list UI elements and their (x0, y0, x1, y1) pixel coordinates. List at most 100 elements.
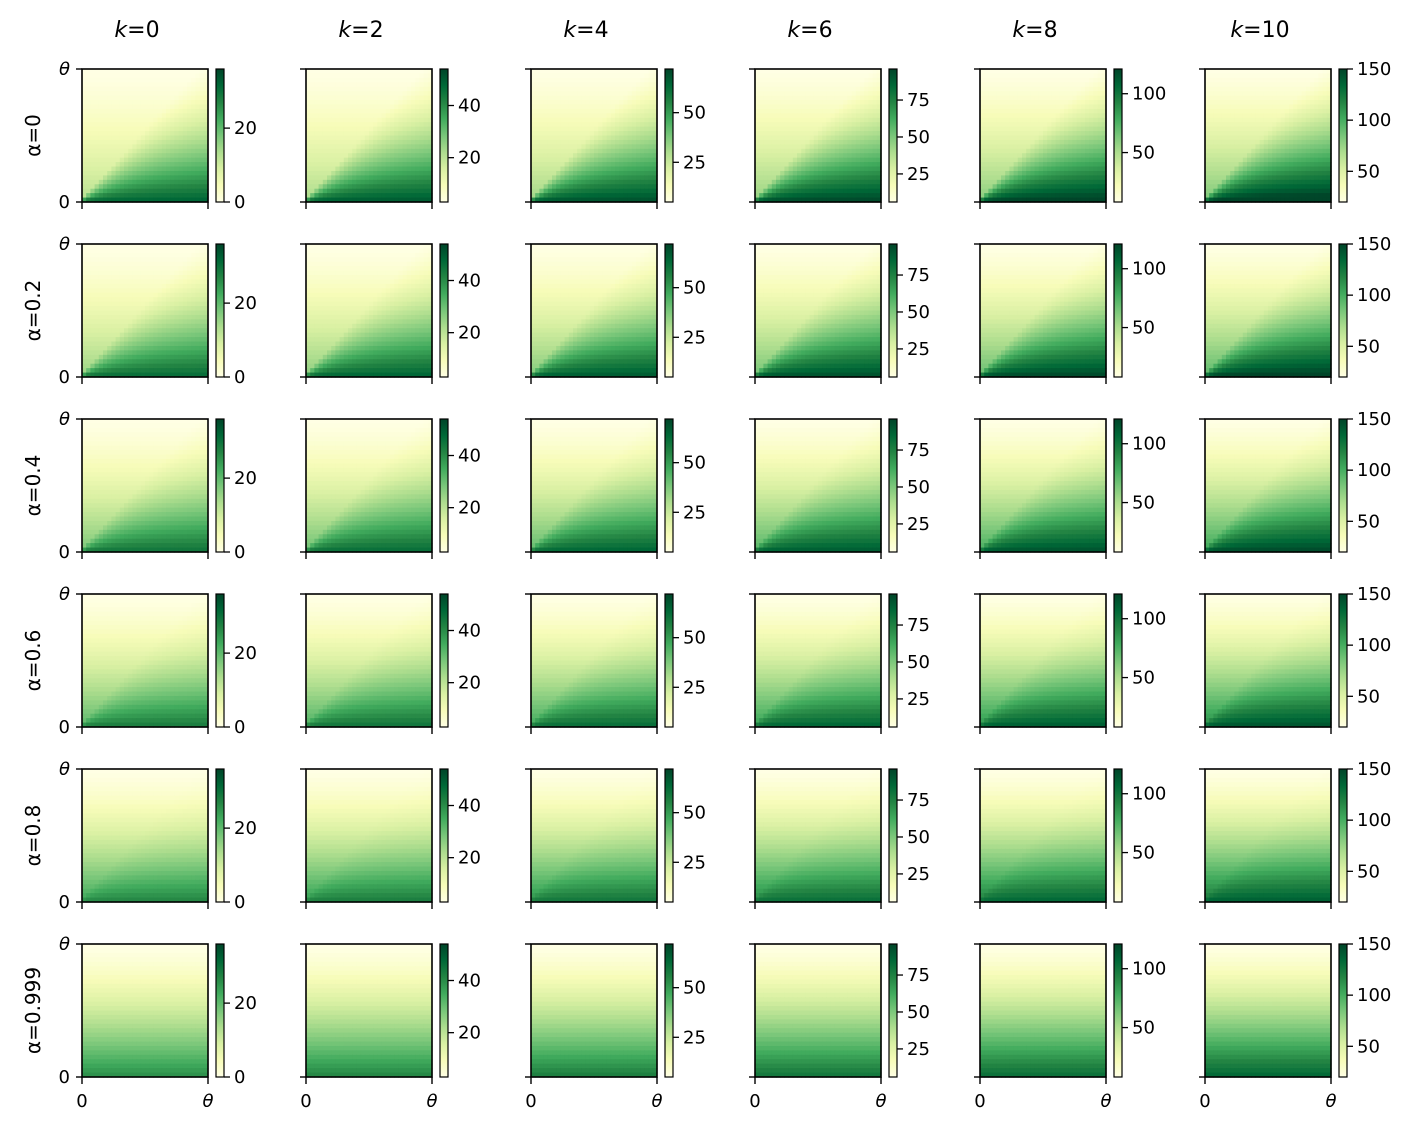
heatmap-cell (174, 162, 180, 168)
heatmap-cell (564, 148, 570, 154)
heatmap-cell (90, 139, 96, 145)
heatmap-cell (423, 148, 429, 154)
heatmap-cell (1097, 117, 1103, 123)
heatmap-cell (199, 82, 205, 88)
heatmap-cell (788, 69, 794, 75)
heatmap-cell (1001, 122, 1006, 128)
heatmap-cell (598, 91, 603, 97)
heatmap-cell (423, 193, 429, 199)
heatmap-cell (547, 100, 553, 106)
heatmap-cell (170, 144, 175, 150)
heatmap-cell (327, 139, 332, 145)
heatmap-cell (564, 175, 570, 181)
heatmap-cell (644, 104, 650, 110)
heatmap-cell (644, 122, 650, 128)
heatmap-cell (390, 170, 395, 176)
heatmap-cell (1026, 175, 1031, 181)
heatmap-cell (531, 144, 536, 150)
heatmap-cell (606, 148, 612, 154)
heatmap-cell (103, 162, 108, 168)
heatmap-cell (876, 95, 882, 101)
heatmap-cell (585, 197, 591, 203)
heatmap-cell (573, 108, 578, 114)
heatmap-cell (1268, 117, 1273, 123)
heatmap-cell (360, 122, 366, 128)
heatmap-cell (377, 77, 383, 83)
heatmap-cell (560, 157, 566, 163)
heatmap-cell (996, 73, 1002, 79)
heatmap-cell (788, 77, 794, 83)
heatmap-cell (98, 170, 104, 176)
heatmap-cell (364, 184, 370, 190)
heatmap-cell (610, 184, 616, 190)
heatmap-cell (585, 82, 591, 88)
heatmap-cell (415, 166, 420, 172)
heatmap-cell (1038, 188, 1044, 194)
heatmap-cell (360, 91, 366, 97)
heatmap-cell (369, 108, 374, 114)
heatmap-cell (784, 126, 790, 132)
heatmap-cell (381, 184, 387, 190)
heatmap-cell (199, 162, 205, 168)
heatmap-cell (1310, 91, 1315, 97)
heatmap-cell (1221, 122, 1227, 128)
heatmap-cell (191, 188, 196, 194)
heatmap-cell (203, 179, 209, 185)
heatmap-cell (195, 108, 201, 114)
heatmap-cell (792, 166, 798, 172)
heatmap-cell (1284, 126, 1290, 132)
heatmap-cell (1030, 73, 1036, 79)
heatmap-cell (356, 86, 362, 92)
heatmap-cell (398, 126, 404, 132)
heatmap-cell (988, 188, 994, 194)
heatmap-cell (1326, 104, 1332, 110)
heatmap-cell (855, 69, 861, 75)
heatmap-cell (784, 144, 790, 150)
heatmap-cell (652, 144, 658, 150)
heatmap-cell (868, 117, 874, 123)
heatmap-cell (1038, 175, 1044, 181)
heatmap-cell (1009, 126, 1015, 132)
heatmap-cell (573, 95, 578, 101)
heatmap-cell (170, 82, 175, 88)
heatmap-cell (377, 104, 383, 110)
heatmap-cell (1072, 193, 1078, 199)
heatmap-cell (644, 69, 650, 75)
heatmap-cell (1038, 126, 1044, 132)
heatmap-cell (411, 162, 416, 168)
heatmap-cell (1209, 100, 1214, 106)
colorbar-tick-label: 25 (907, 164, 930, 185)
heatmap-cell (843, 162, 848, 168)
heatmap-cell (826, 144, 832, 150)
heatmap-cell (411, 113, 416, 119)
heatmap-cell (615, 170, 620, 176)
heatmap-cell (813, 162, 819, 168)
heatmap-cell (90, 153, 96, 159)
heatmap-cell (306, 100, 311, 106)
heatmap-cell (805, 162, 811, 168)
heatmap-cell (809, 175, 815, 181)
heatmap-cell (119, 131, 125, 137)
heatmap-cell (327, 148, 332, 154)
heatmap-cell (381, 144, 387, 150)
heatmap-cell (394, 95, 399, 101)
heatmap-cell (199, 135, 205, 141)
heatmap-cell (855, 166, 861, 172)
heatmap-cell (381, 122, 387, 128)
heatmap-cell (763, 135, 769, 141)
heatmap-cell (1030, 179, 1036, 185)
heatmap-cell (560, 162, 566, 168)
heatmap-cell (1072, 113, 1078, 119)
heatmap-cell (390, 69, 395, 75)
heatmap-cell (792, 170, 798, 176)
heatmap-cell (203, 82, 209, 88)
heatmap-cell (851, 91, 857, 97)
heatmap-cell (776, 113, 781, 119)
heatmap-cell (1055, 131, 1061, 137)
heatmap-cell (1255, 86, 1261, 92)
heatmap-cell (1051, 144, 1057, 150)
heatmap-cell (619, 148, 624, 154)
heatmap-cell (556, 175, 561, 181)
heatmap-cell (1226, 86, 1231, 92)
heatmap-cell (1005, 144, 1010, 150)
